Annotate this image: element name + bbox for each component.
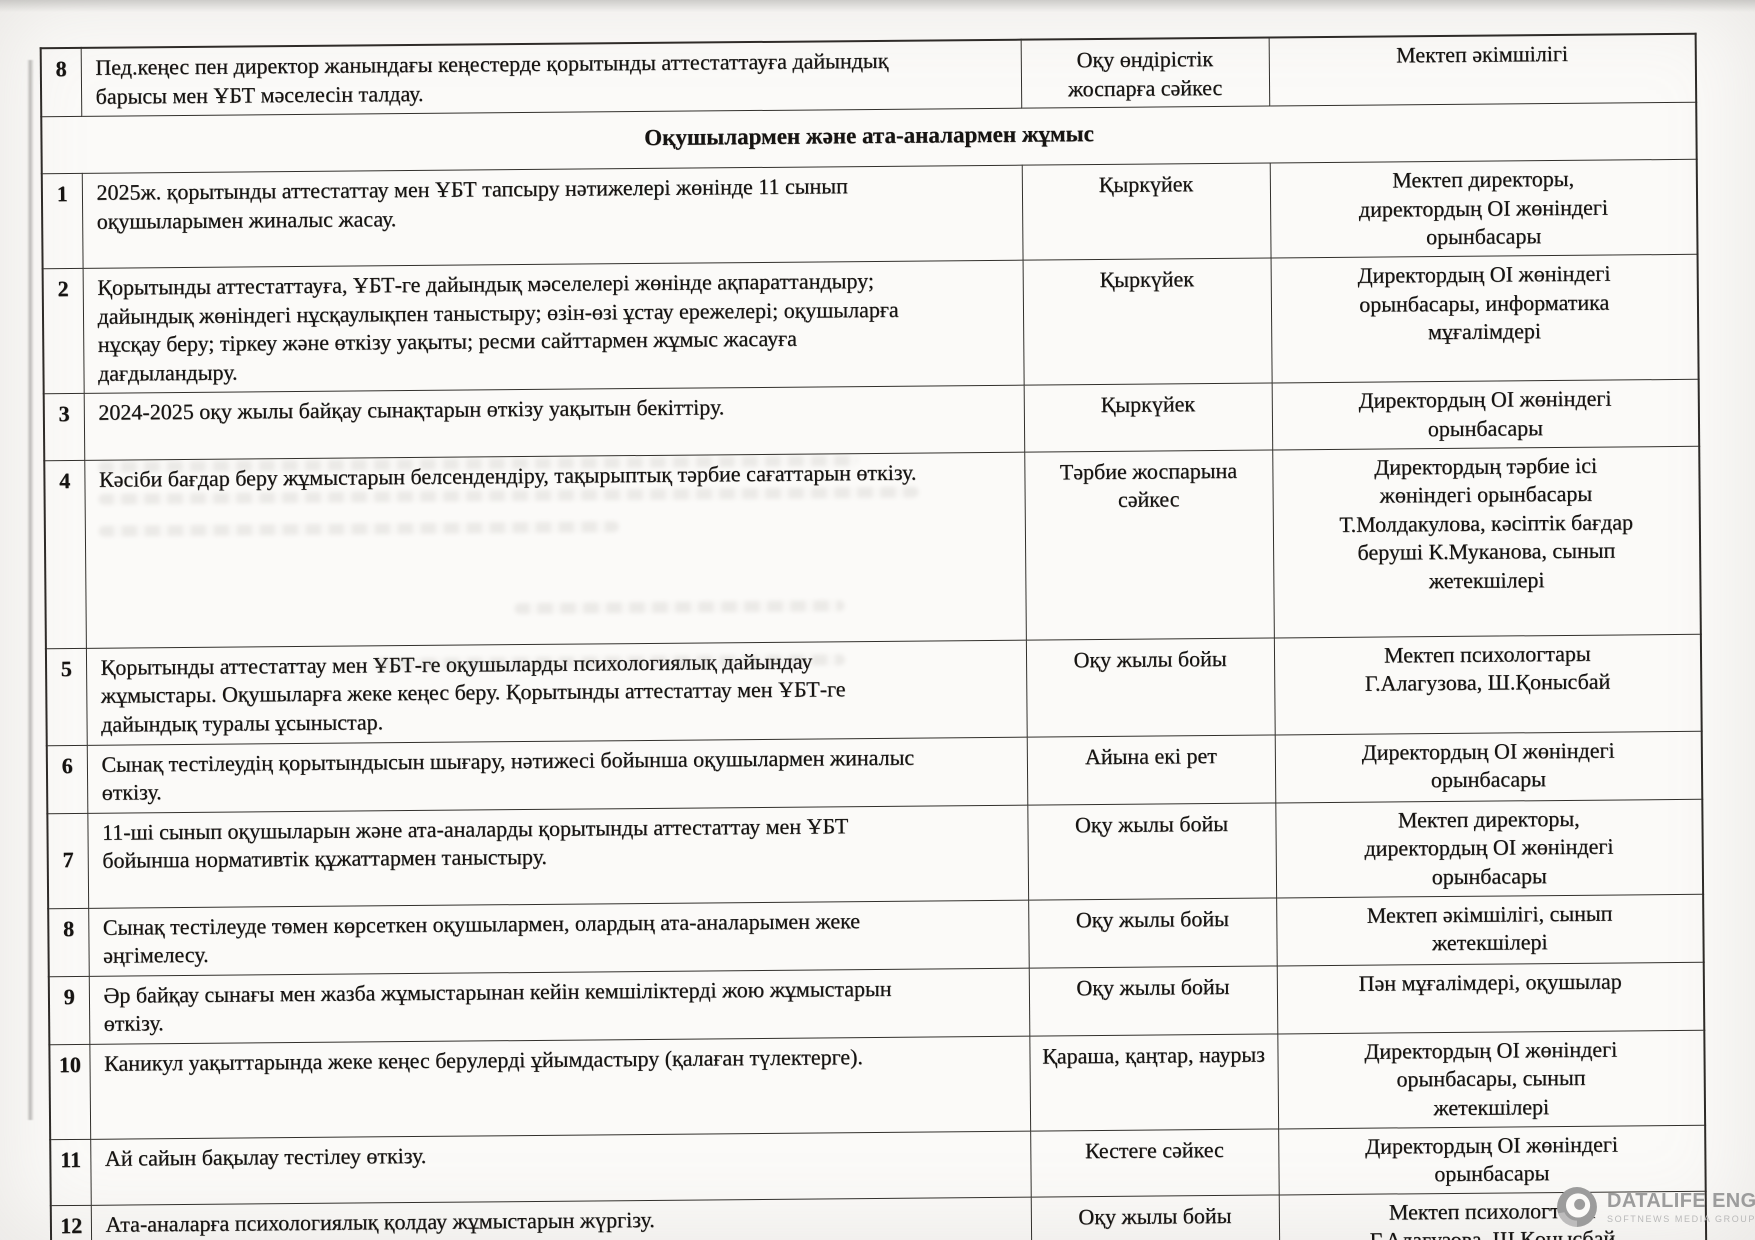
row-number: 8 bbox=[48, 907, 89, 977]
document-sheet: 8 Пед.кеңес пен директор жанындағы кеңес… bbox=[39, 32, 1708, 1240]
datalife-engine-logo-icon bbox=[1557, 1187, 1597, 1227]
row-number: 7 bbox=[47, 813, 89, 909]
row-number: 3 bbox=[43, 393, 85, 461]
table-row: 7 11-ші сынып оқушыларын және ата-аналар… bbox=[47, 798, 1704, 909]
table-row: 2 Қорытынды аттестаттауға, ҰБТ-ге дайынд… bbox=[42, 254, 1699, 395]
table-row: 4 Кәсіби бағдар беру жұмыстарын белсенде… bbox=[44, 445, 1701, 649]
row-number: 4 bbox=[44, 459, 86, 649]
watermark-subtitle: SOFTNEWS MEDIA GROUP bbox=[1607, 1213, 1755, 1224]
time-cell: Кестеге сәйкес bbox=[1030, 1128, 1279, 1197]
table-row: 5 Қорытынды аттестаттау мен ҰБТ-ге оқушы… bbox=[45, 633, 1702, 746]
task-cell: Қорытынды аттестаттау мен ҰБТ-ге оқушыла… bbox=[85, 639, 1027, 745]
task-cell: Сынақ тестілеуде төмен көрсеткен оқушыла… bbox=[88, 899, 1029, 977]
datalife-engine-watermark: DATALIFE ENGINE SOFTNEWS MEDIA GROUP bbox=[1556, 1186, 1755, 1228]
responsible-cell: Мектеп әкімшілігі bbox=[1268, 33, 1697, 107]
table-row: 10 Каникул уақыттарында жеке кеңес берул… bbox=[49, 1030, 1706, 1140]
row-number: 5 bbox=[45, 647, 87, 746]
responsible-cell: Мектеп директоры, директордың ОІ жөнінде… bbox=[1269, 159, 1698, 258]
responsible-cell: Директордың ОІ жөніндегі орынбасары, инф… bbox=[1270, 254, 1699, 384]
task-cell: Каникул уақыттарында жеке кеңес берулерд… bbox=[89, 1036, 1031, 1140]
time-cell: Қараша, қаңтар, наурыз bbox=[1029, 1033, 1279, 1131]
time-cell: Айына екі рет bbox=[1026, 734, 1276, 805]
task-cell: Қорытынды аттестаттауға, ҰБТ-ге дайындық… bbox=[82, 260, 1024, 394]
responsible-cell: Директордың ОІ жөніндегі орынбасары bbox=[1278, 1124, 1706, 1195]
time-cell: Оқу жылы бойы bbox=[1028, 965, 1278, 1037]
responsible-cell: Мектеп директоры, директордың ОІ жөнінде… bbox=[1275, 798, 1704, 898]
scan-edge-artifact bbox=[0, 0, 1755, 12]
time-cell: Қыркүйек bbox=[1022, 257, 1272, 386]
task-cell: Сынақ тестілеудің қорытындысын шығару, н… bbox=[86, 736, 1028, 814]
row-number: 6 bbox=[46, 744, 88, 814]
time-cell: Қыркүйек bbox=[1023, 383, 1273, 452]
task-cell: Әр байқау сынағы мен жазба жұмыстарынан … bbox=[88, 967, 1030, 1045]
row-number: 10 bbox=[49, 1044, 91, 1140]
responsible-cell: Директордың ОІ жөніндегі орынбасары bbox=[1274, 730, 1703, 803]
row-number: 11 bbox=[50, 1139, 91, 1206]
responsible-cell: Мектеп психологтары Г.Алагузова, Ш.Қоныс… bbox=[1273, 633, 1702, 735]
responsible-cell: Директордың тәрбие ісі жөніндегі орынбас… bbox=[1272, 445, 1701, 638]
work-plan-table-body: 8 Пед.кеңес пен директор жанындағы кеңес… bbox=[40, 33, 1707, 1240]
time-cell: Оқу жылы бойы bbox=[1028, 897, 1277, 968]
row-number: 2 bbox=[42, 268, 84, 395]
time-cell: Оқу жылы бойы bbox=[1027, 802, 1277, 900]
row-number: 9 bbox=[48, 976, 90, 1045]
task-cell: 11-ші сынып оқушыларын және ата-аналарды… bbox=[87, 804, 1029, 908]
task-cell: Пед.кеңес пен директор жанындағы кеңесте… bbox=[80, 39, 1022, 117]
row-number: 12 bbox=[50, 1205, 92, 1240]
responsible-cell: Пән мұғалімдері, оқушылар bbox=[1276, 961, 1705, 1034]
time-cell: Тәрбие жоспарына сәйкес bbox=[1024, 449, 1274, 640]
time-cell: Оқу өндірістік жоспарға сәйкес bbox=[1020, 37, 1270, 109]
responsible-cell: Директордың ОІ жөніндегі орынбасары bbox=[1271, 379, 1700, 450]
task-cell: 2024-2025 оқу жылы байқау сынақтарын өтк… bbox=[83, 385, 1025, 460]
task-cell: Ай сайын бақылау тестілеу өткізу. bbox=[90, 1130, 1031, 1206]
table-row: 1 2025ж. қорытынды аттестаттау мен ҰБТ т… bbox=[41, 159, 1698, 269]
responsible-cell: Мектеп әкімшілігі, сынып жетекшілері bbox=[1276, 893, 1704, 966]
task-cell: 2025ж. қорытынды аттестаттау мен ҰБТ тап… bbox=[81, 165, 1023, 269]
row-number: 8 bbox=[40, 47, 82, 117]
watermark-title: DATALIFE ENGINE bbox=[1607, 1189, 1755, 1212]
time-cell: Қыркүйек bbox=[1021, 163, 1271, 261]
task-cell: Кәсіби бағдар беру жұмыстарын белсенденд… bbox=[84, 451, 1026, 648]
row-number: 1 bbox=[41, 173, 83, 269]
task-cell: Ата-аналарға психологиялық қолдау жұмыст… bbox=[90, 1196, 1032, 1240]
watermark-text: DATALIFE ENGINE SOFTNEWS MEDIA GROUP bbox=[1607, 1189, 1755, 1224]
time-cell: Оқу жылы бойы bbox=[1025, 637, 1275, 737]
responsible-cell: Директордың ОІ жөніндегі орынбасары, сын… bbox=[1277, 1030, 1706, 1129]
scan-edge-artifact bbox=[27, 60, 34, 1120]
time-cell: Оқу жылы бойы bbox=[1030, 1194, 1280, 1240]
work-plan-table: 8 Пед.кеңес пен директор жанындағы кеңес… bbox=[39, 32, 1708, 1240]
